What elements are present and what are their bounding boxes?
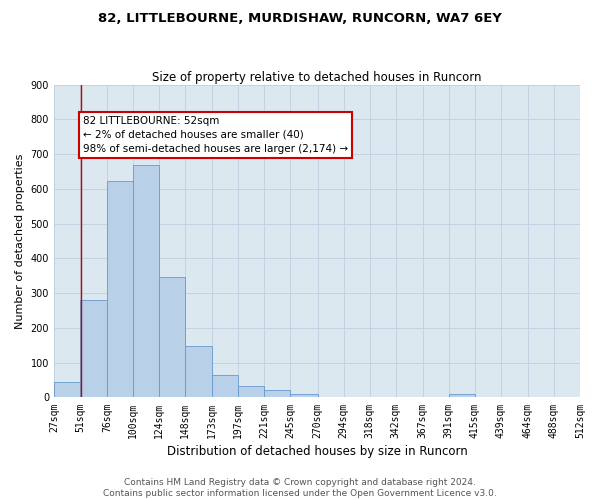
Text: 82, LITTLEBOURNE, MURDISHAW, RUNCORN, WA7 6EY: 82, LITTLEBOURNE, MURDISHAW, RUNCORN, WA…	[98, 12, 502, 26]
Title: Size of property relative to detached houses in Runcorn: Size of property relative to detached ho…	[152, 70, 482, 84]
X-axis label: Distribution of detached houses by size in Runcorn: Distribution of detached houses by size …	[167, 444, 467, 458]
Bar	[449, 394, 475, 398]
Bar	[133, 166, 159, 398]
Y-axis label: Number of detached properties: Number of detached properties	[15, 154, 25, 328]
Bar	[54, 382, 80, 398]
Bar	[80, 300, 107, 398]
Bar	[212, 375, 238, 398]
Text: 82 LITTLEBOURNE: 52sqm
← 2% of detached houses are smaller (40)
98% of semi-deta: 82 LITTLEBOURNE: 52sqm ← 2% of detached …	[83, 116, 349, 154]
Bar	[107, 182, 133, 398]
Bar	[238, 386, 265, 398]
Bar	[159, 277, 185, 398]
Bar	[185, 346, 212, 398]
Text: Contains HM Land Registry data © Crown copyright and database right 2024.
Contai: Contains HM Land Registry data © Crown c…	[103, 478, 497, 498]
Bar	[265, 390, 290, 398]
Bar	[290, 394, 317, 398]
